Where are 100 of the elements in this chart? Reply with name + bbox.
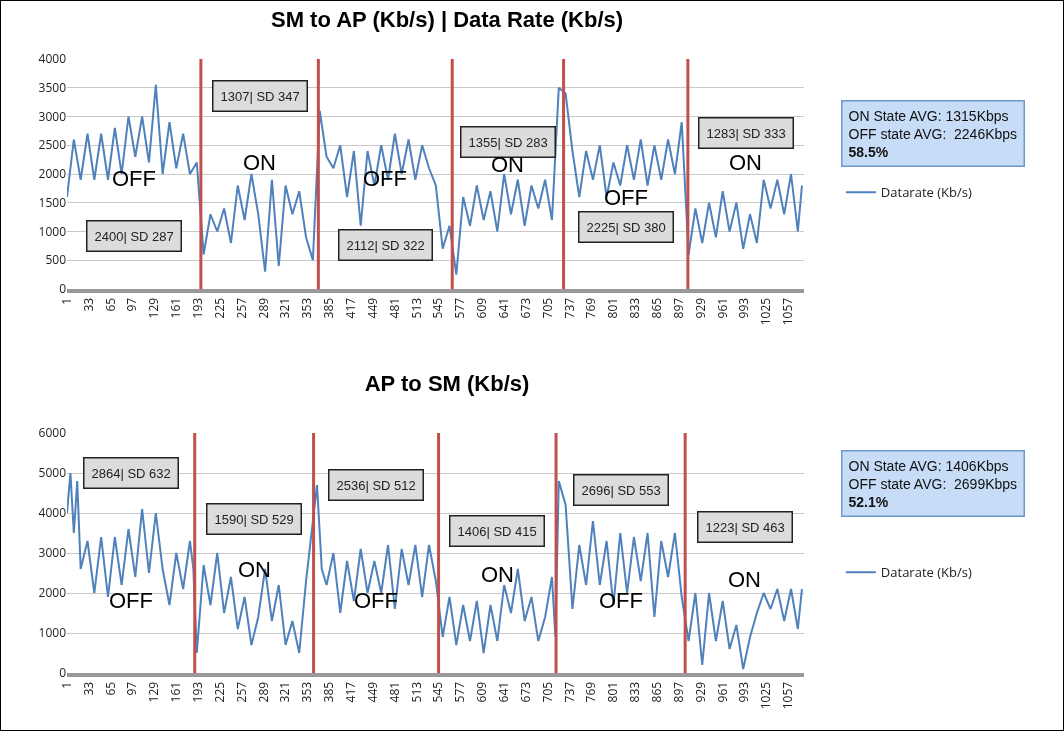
x-tick-label: 97 — [123, 681, 141, 696]
x-tick-label: 897 — [669, 681, 687, 703]
x-tick-label: 641 — [495, 297, 513, 319]
x-tick-label: 929 — [691, 681, 709, 703]
annotation: 2864| SD 632 — [91, 465, 171, 481]
x-tick-label: 1025 — [757, 681, 775, 710]
x-tick-label: 161 — [167, 297, 185, 319]
x-tick-label: 1 — [57, 297, 75, 305]
x-tick-label: 65 — [101, 681, 119, 696]
annotation: 2112| SD 322 — [346, 237, 425, 253]
text: ON State AVG: 1315Kbps — [848, 107, 1009, 124]
y-tick-label: 2000 — [38, 584, 67, 602]
y-tick-label: 2500 — [38, 136, 67, 154]
x-tick-label: 33 — [79, 681, 97, 696]
x-tick-label: 449 — [363, 681, 381, 703]
x-tick-label: 321 — [276, 681, 294, 703]
x-tick-label: 129 — [145, 681, 163, 703]
y-tick-label: 2000 — [38, 165, 67, 183]
annotation: 2225| SD 380 — [586, 219, 666, 235]
line-series — [67, 83, 803, 276]
y-tick-label: 6000 — [38, 424, 67, 442]
annotation: 2696| SD 553 — [581, 482, 661, 498]
x-tick-label: 737 — [560, 297, 578, 319]
x-tick-label: 897 — [669, 297, 687, 319]
annotation: ON — [238, 557, 271, 582]
y-tick-label: 4000 — [38, 504, 67, 522]
annotation: ON — [728, 567, 761, 592]
x-tick-label: 769 — [582, 297, 600, 319]
x-tick-label: 257 — [232, 297, 250, 319]
annotation: ON — [729, 150, 762, 175]
x-tick-label: 97 — [123, 297, 141, 312]
text: ON State AVG: 1406Kbps — [848, 457, 1009, 474]
annotation: ON — [481, 562, 514, 587]
y-tick-label: 3000 — [38, 544, 67, 562]
x-tick-label: 321 — [276, 297, 294, 319]
x-tick-label: 225 — [210, 297, 228, 319]
x-tick-label: 225 — [210, 681, 228, 703]
x-tick-label: 33 — [79, 297, 97, 312]
x-tick-label: 65 — [101, 297, 119, 312]
x-tick-label: 737 — [560, 681, 578, 703]
y-tick-label: 4000 — [38, 50, 67, 68]
x-tick-label: 161 — [167, 681, 185, 703]
text: 52.1% — [848, 493, 889, 510]
x-tick-label: 513 — [407, 297, 425, 319]
x-tick-label: 385 — [320, 681, 338, 703]
x-tick-label: 705 — [538, 681, 556, 703]
y-tick-label: 1000 — [38, 222, 67, 240]
x-tick-label: 577 — [451, 297, 469, 319]
x-tick-label: 705 — [538, 297, 556, 319]
text: OFF state AVG: 2246Kbps — [848, 125, 1018, 142]
x-tick-label: 577 — [451, 681, 469, 703]
x-tick-label: 929 — [691, 297, 709, 319]
x-tick-label: 865 — [648, 681, 666, 703]
x-tick-label: 385 — [320, 297, 338, 319]
x-tick-label: 673 — [516, 681, 534, 703]
y-tick-label: 500 — [45, 251, 67, 269]
x-tick-label: 545 — [429, 297, 447, 319]
annotation: 1307| SD 347 — [220, 88, 300, 104]
x-tick-label: 193 — [189, 681, 207, 703]
legend-label: Datarate (Kb/s) — [880, 563, 972, 582]
annotation: 1406| SD 415 — [457, 523, 537, 539]
x-tick-label: 289 — [254, 297, 272, 319]
x-tick-label: 1057 — [779, 681, 797, 710]
x-tick-label: 865 — [648, 297, 666, 319]
annotation: OFF — [604, 185, 648, 210]
annotation: OFF — [599, 588, 643, 613]
x-tick-label: 1057 — [779, 297, 797, 326]
x-tick-label: 417 — [342, 297, 360, 319]
x-tick-label: 833 — [626, 297, 644, 319]
y-tick-label: 5000 — [38, 464, 67, 482]
chart-title: SM to AP (Kb/s) | Data Rate (Kb/s) — [271, 7, 624, 33]
text: OFF state AVG: 2699Kbps — [848, 475, 1018, 492]
annotation: 1283| SD 333 — [706, 125, 786, 141]
x-tick-label: 961 — [713, 297, 731, 319]
x-tick-label: 609 — [473, 681, 491, 703]
text: 58.5% — [848, 143, 889, 160]
x-tick-label: 353 — [298, 681, 316, 703]
y-tick-label: 0 — [59, 280, 67, 298]
annotation: 1223| SD 463 — [705, 519, 785, 535]
x-tick-label: 801 — [604, 297, 622, 319]
x-tick-label: 961 — [713, 681, 731, 703]
x-tick-label: 801 — [604, 681, 622, 703]
x-tick-label: 993 — [735, 297, 753, 319]
x-tick-label: 481 — [385, 297, 403, 319]
x-tick-label: 129 — [145, 297, 163, 319]
x-tick-label: 993 — [735, 681, 753, 703]
annotation: ON — [243, 150, 276, 175]
y-tick-label: 0 — [59, 664, 67, 682]
annotation: 2536| SD 512 — [336, 477, 416, 493]
annotation: OFF — [112, 166, 156, 191]
annotation: 2400| SD 287 — [94, 228, 174, 244]
x-tick-label: 257 — [232, 681, 250, 703]
x-tick-label: 673 — [516, 297, 534, 319]
x-tick-label: 417 — [342, 681, 360, 703]
annotation: 1590| SD 529 — [214, 511, 294, 527]
x-tick-label: 353 — [298, 297, 316, 319]
x-tick-label: 449 — [363, 297, 381, 319]
annotation: 1355| SD 283 — [468, 134, 548, 150]
x-tick-label: 609 — [473, 297, 491, 319]
annotation: OFF — [109, 588, 153, 613]
